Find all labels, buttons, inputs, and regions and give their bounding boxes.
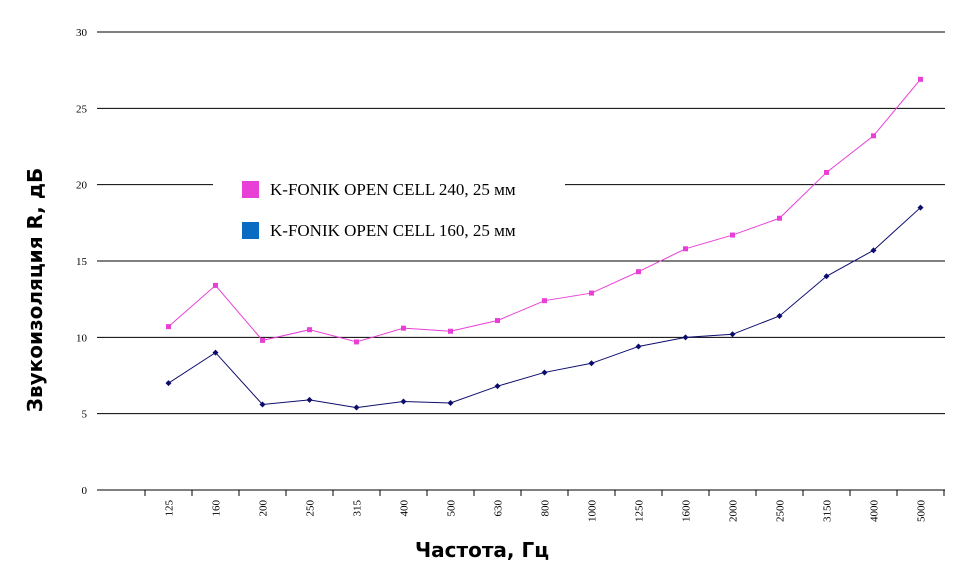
y-tick-label: 10 bbox=[76, 332, 88, 344]
y-tick-label: 30 bbox=[76, 27, 88, 39]
data-point bbox=[824, 169, 829, 175]
legend-label: K-FONIK OPEN CELL 160, 25 мм bbox=[270, 221, 516, 240]
x-tick-label: 400 bbox=[399, 500, 411, 517]
x-tick-label: 630 bbox=[493, 500, 505, 517]
data-point bbox=[729, 331, 736, 338]
data-point bbox=[682, 334, 689, 341]
series bbox=[166, 76, 923, 345]
data-point bbox=[353, 404, 360, 411]
data-point bbox=[212, 349, 219, 356]
data-point bbox=[495, 318, 500, 324]
data-point bbox=[166, 324, 171, 330]
data-point bbox=[447, 399, 454, 406]
x-tick-label: 200 bbox=[258, 500, 270, 517]
x-tick-label: 1000 bbox=[587, 500, 599, 523]
data-point bbox=[165, 380, 172, 387]
legend: K-FONIK OPEN CELL 240, 25 мм K-FONIK OPEN… bbox=[242, 180, 516, 240]
x-tick-label: 2500 bbox=[775, 500, 787, 523]
data-point bbox=[589, 290, 594, 296]
data-point bbox=[823, 273, 830, 280]
y-axis-title: Звукоизоляция R, дБ bbox=[23, 168, 47, 412]
x-tick-label: 800 bbox=[540, 500, 552, 517]
data-point bbox=[777, 215, 782, 221]
data-point bbox=[588, 360, 595, 367]
data-point bbox=[541, 369, 548, 376]
y-tick-label: 5 bbox=[82, 409, 88, 421]
x-tick-label: 315 bbox=[352, 500, 364, 517]
x-tick-label: 3150 bbox=[822, 500, 834, 523]
data-point bbox=[213, 282, 218, 288]
data-point bbox=[307, 327, 312, 333]
series-lines bbox=[165, 76, 924, 411]
x-tick-labels: 125 160 200 250 315 400 500 630 800 1000 1250 1600 2… bbox=[164, 500, 928, 523]
x-tick-label: 500 bbox=[446, 500, 458, 517]
data-point bbox=[683, 246, 688, 252]
y-tick-labels: 0 5 10 15 20 25 30 bbox=[76, 27, 88, 497]
y-tick-label: 20 bbox=[76, 180, 88, 192]
data-point bbox=[870, 247, 877, 254]
legend-swatch bbox=[242, 181, 259, 198]
data-point bbox=[354, 339, 359, 345]
x-tick-label: 4000 bbox=[869, 500, 881, 523]
x-tick-label: 160 bbox=[211, 500, 223, 517]
x-tick-label: 5000 bbox=[916, 500, 928, 523]
x-axis bbox=[97, 489, 945, 496]
data-point bbox=[259, 401, 266, 408]
legend-box bbox=[213, 172, 565, 244]
data-point bbox=[448, 328, 453, 334]
x-tick-label: 1250 bbox=[634, 500, 646, 523]
legend-background bbox=[213, 172, 565, 244]
x-tick-label: 125 bbox=[164, 500, 176, 517]
data-point bbox=[306, 396, 313, 403]
data-point bbox=[401, 325, 406, 331]
data-point bbox=[776, 312, 783, 319]
y-tick-label: 25 bbox=[76, 103, 88, 115]
x-tick-label: 1600 bbox=[681, 500, 693, 523]
data-point bbox=[494, 383, 501, 390]
data-point bbox=[635, 343, 642, 350]
data-point bbox=[918, 76, 923, 82]
x-tick-label: 2000 bbox=[728, 500, 740, 523]
y-tick-label: 15 bbox=[76, 256, 88, 268]
data-point bbox=[636, 269, 641, 275]
legend-label: K-FONIK OPEN CELL 240, 25 мм bbox=[270, 180, 516, 199]
data-point bbox=[917, 204, 924, 211]
x-axis-title: Частота, Гц bbox=[415, 538, 549, 562]
series bbox=[165, 204, 924, 411]
data-point bbox=[542, 298, 547, 304]
data-point bbox=[871, 133, 876, 139]
data-point bbox=[400, 398, 407, 405]
legend-swatch bbox=[242, 222, 259, 239]
y-tick-label: 0 bbox=[82, 485, 88, 497]
x-tick-label: 250 bbox=[305, 500, 317, 517]
data-point bbox=[730, 232, 735, 238]
data-point bbox=[260, 337, 265, 343]
